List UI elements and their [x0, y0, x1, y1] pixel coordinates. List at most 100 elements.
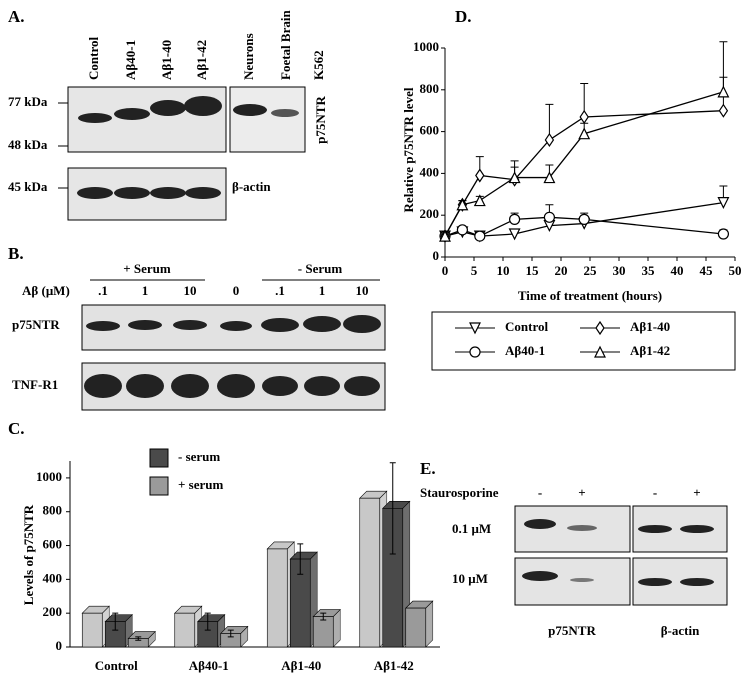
marker [578, 213, 590, 225]
blot [229, 86, 306, 153]
legend-label: Aβ1-42 [630, 343, 670, 358]
col-label: β-actin [661, 623, 700, 638]
marker [717, 197, 730, 210]
dose: 10 [356, 283, 369, 298]
panel-label: A. [8, 7, 25, 26]
group-label: - Serum [298, 261, 343, 276]
size-marker: 45 kDa [8, 179, 48, 194]
marker [543, 211, 556, 223]
marker [594, 345, 606, 358]
sign: - [653, 485, 657, 500]
dose: 0 [233, 283, 240, 298]
marker [508, 171, 521, 184]
lane-label: Aβ1-40 [159, 40, 174, 80]
x-tick-label: Aβ1-40 [281, 658, 321, 673]
row-label: 0.1 μM [452, 521, 491, 536]
bar [174, 612, 196, 648]
error-bar [135, 636, 142, 641]
sign: - [538, 485, 542, 500]
bar [266, 548, 288, 648]
error-bar [112, 612, 119, 631]
x-tick-label: 25 [584, 263, 598, 278]
row-label: TNF-R1 [12, 377, 58, 392]
legend-swatch [149, 448, 169, 468]
blot-label: β-actin [232, 179, 271, 194]
panel-label: B. [8, 244, 24, 263]
marker [595, 320, 605, 336]
y-tick-label: 600 [43, 537, 63, 552]
y-tick-label: 0 [56, 638, 63, 653]
bar-side [425, 600, 434, 648]
x-tick-label: 40 [671, 263, 684, 278]
panel-label: D. [455, 7, 472, 26]
legend-label: Control [505, 319, 548, 334]
dose: 1 [319, 283, 326, 298]
legend-swatch [149, 476, 169, 496]
sign: + [693, 485, 700, 500]
error-bar [320, 612, 327, 621]
panel-label: E. [420, 459, 436, 478]
legend-box [431, 311, 736, 371]
error-bar [297, 543, 304, 575]
lane-label: Aβ1-42 [194, 40, 209, 80]
marker [543, 171, 556, 184]
y-tick-label: 600 [420, 123, 440, 138]
lane-label: Neurons [241, 33, 256, 80]
marker [544, 132, 555, 148]
marker [578, 127, 591, 140]
dose: 10 [184, 283, 197, 298]
marker [717, 85, 730, 98]
marker [718, 103, 729, 118]
legend-label: Aβ1-40 [630, 319, 670, 334]
marker [475, 168, 485, 183]
bar [359, 497, 381, 648]
y-tick-label: 1000 [36, 469, 62, 484]
lane-label: K562 [311, 50, 326, 80]
marker [474, 230, 486, 242]
marker [469, 346, 481, 358]
group-label: + Serum [123, 261, 171, 276]
y-tick-label: 200 [43, 604, 63, 619]
marker [508, 213, 521, 225]
x-tick-label: 30 [613, 263, 626, 278]
x-tick-label: 0 [442, 263, 449, 278]
row-label: p75NTR [12, 317, 60, 332]
bar [312, 616, 334, 648]
bands [84, 315, 381, 398]
size-marker: 48 kDa [8, 137, 48, 152]
bands [77, 96, 299, 199]
x-tick-label: 15 [526, 263, 540, 278]
col-label: p75NTR [548, 623, 596, 638]
legend-label: - serum [178, 449, 220, 464]
dose: .1 [275, 283, 285, 298]
y-axis-label: Relative p75NTR level [401, 87, 416, 212]
bands [522, 519, 714, 586]
sign: + [578, 485, 585, 500]
x-tick-label: 5 [471, 263, 478, 278]
y-tick-label: 800 [420, 81, 440, 96]
bar [405, 607, 427, 648]
row-label: 10 μM [452, 571, 488, 586]
x-axis-label: Time of treatment (hours) [518, 288, 662, 303]
x-tick-label: Control [95, 658, 138, 673]
marker [456, 198, 469, 211]
x-tick-label: 50 [729, 263, 742, 278]
y-tick-label: 0 [433, 248, 440, 263]
lane-label: Control [86, 37, 101, 80]
panel-label: C. [8, 419, 25, 438]
x-tick-label: 45 [700, 263, 714, 278]
y-tick-label: 400 [43, 570, 63, 585]
error-bar [204, 612, 211, 631]
x-tick-label: 35 [642, 263, 656, 278]
lane-label: Foetal Brain [278, 10, 293, 80]
marker [439, 229, 451, 242]
y-tick-label: 200 [420, 206, 440, 221]
blot [514, 557, 631, 606]
x-tick-label: 20 [555, 263, 568, 278]
y-tick-label: 400 [420, 164, 440, 179]
legend-label: + serum [178, 477, 223, 492]
dose: .1 [98, 283, 108, 298]
y-axis-label: Levels of p75NTR [21, 504, 36, 605]
y-tick-label: 800 [43, 503, 63, 518]
